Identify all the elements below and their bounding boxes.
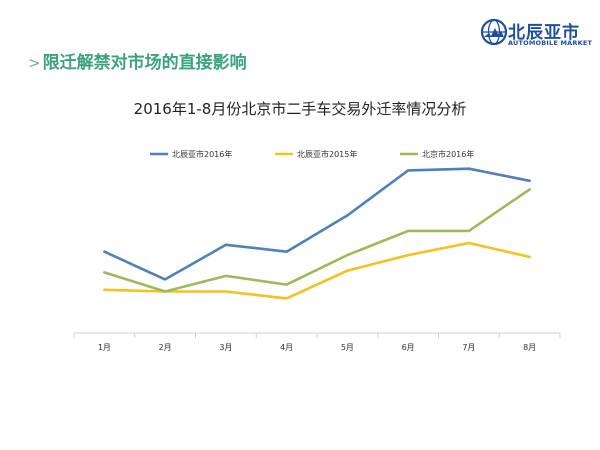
legend-label: 北辰亚市2016年 [172,149,232,159]
slide-title: 限迁解禁对市场的直接影响 [42,53,247,73]
chart-title: 2016年1-8月份北京市二手车交易外迁率情况分析 [133,100,467,118]
series-line [103,167,531,281]
x-tick-label: 6月 [402,343,415,352]
legend-label: 北辰亚市2015年 [297,149,357,159]
x-tick-label: 1月 [98,343,111,352]
brand-name: 北辰亚市 [508,23,580,43]
series-line [103,241,531,300]
series-line [103,188,531,293]
x-tick-label: 5月 [341,343,354,352]
x-tick-label: 2月 [159,343,172,352]
brand-subtitle: AUTOMOBILE MARKET [508,39,593,47]
header-marker: > [28,54,41,72]
legend-label: 北京市2016年 [422,149,474,159]
brand-logo: 北辰亚市 AUTOMOBILE MARKET [480,18,592,50]
x-tick-label: 4月 [280,343,293,352]
x-tick-label: 8月 [523,343,536,352]
x-tick-label: 3月 [219,343,232,352]
slide-header: > 限迁解禁对市场的直接影响 [28,48,247,73]
x-tick-label: 7月 [462,343,475,352]
globe-icon [480,18,508,46]
